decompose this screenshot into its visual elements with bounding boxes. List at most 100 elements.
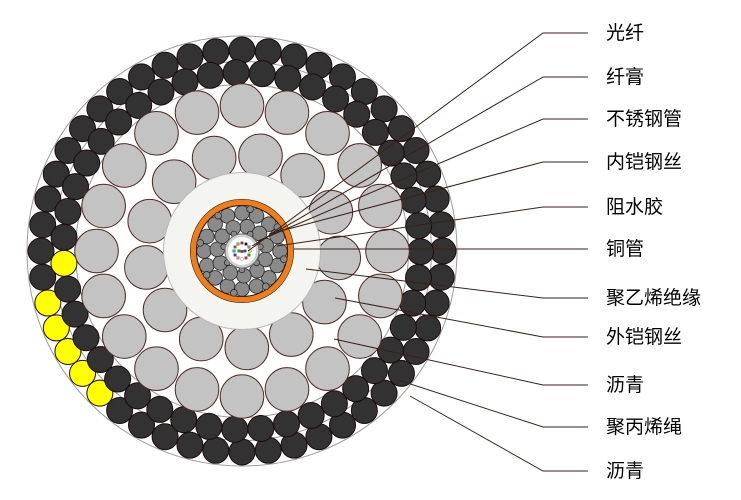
- optical-fiber: [233, 245, 237, 249]
- outer-armor-wires-inner-layer-wire: [268, 312, 314, 357]
- pp-rope-outer-ring-wire: [42, 160, 70, 188]
- pp-rope-outer-ring-wire: [128, 411, 155, 439]
- pp-rope-inner-ring-wire: [124, 382, 152, 410]
- copper-tube: [190, 199, 294, 303]
- layer-label: 铜管: [606, 238, 644, 260]
- outer-armor-wires-inner-layer-wire: [302, 279, 347, 325]
- pp-rope-outer-ring-wire: [106, 78, 134, 106]
- pp-rope-inner-ring-wire: [399, 186, 427, 214]
- inner-armor-wires-outer-ring-wire: [248, 208, 265, 224]
- outer-armor-wires-outer-layer-wire: [81, 273, 126, 319]
- inner-armor-wires-mid-ring-wire: [222, 265, 238, 281]
- optical-fiber: [236, 242, 240, 246]
- layer-label: 不锈钢管: [606, 108, 682, 130]
- water-block-filler-wires-outer-wire: [214, 211, 222, 220]
- inner-armor-wires-mid-ring-wire: [214, 228, 230, 244]
- pp-rope-outer-ring-wire: [228, 438, 256, 466]
- pp-rope-inner-ring-wire: [61, 300, 89, 328]
- outer-armor-wires-outer-layer-wire: [337, 143, 383, 188]
- leader-line: [334, 297, 588, 338]
- outer-armor-wires-outer-layer-wire: [219, 83, 265, 128]
- outer-armor-wires-inner-layer-wire: [224, 325, 270, 371]
- pp-rope-outer-ring-wire: [414, 314, 442, 342]
- optical-fiber: [247, 253, 251, 257]
- layer-label: 阻水胶: [606, 196, 663, 218]
- leader-line: [247, 32, 588, 252]
- pp-rope-outer-ring-wire: [29, 211, 57, 239]
- inner-armor-wires-outer-ring-wire: [272, 243, 288, 259]
- optical-fiber: [237, 249, 241, 253]
- layer-label: 内铠钢丝: [606, 151, 682, 173]
- outer-armor-wires-outer-layer-wire: [134, 110, 179, 156]
- layer-label: 聚丙烯绳: [606, 416, 682, 438]
- layer-label: 光纤: [606, 22, 644, 44]
- pp-rope-inner-ring-wire: [361, 118, 389, 146]
- optical-fiber: [244, 256, 248, 260]
- pp-rope-outer-ring-wire: [387, 115, 415, 143]
- pp-rope-outer-ring-wire: [69, 115, 97, 143]
- outer-armor-wires-outer-layer-wire: [264, 90, 310, 135]
- leader-line: [409, 395, 588, 472]
- pp-rope-inner-ring-wire: [404, 264, 432, 292]
- pp-rope-inner-ring-wire: [221, 415, 249, 443]
- outer-armor-wires-outer-layer-wire: [219, 374, 265, 419]
- pp-rope-inner-ring-wire: [50, 223, 78, 251]
- outer-armor-wires-outer-layer-wire: [337, 314, 383, 359]
- optical-fiber: [244, 242, 248, 246]
- pp-rope-outer-ring-wire: [370, 95, 398, 123]
- pp-rope-outer-ring-wire: [370, 379, 398, 407]
- pp-rope-outer-ring-wire: [202, 436, 230, 464]
- pp-rope-inner-ring-wire: [196, 61, 224, 89]
- outer-armor-wires-outer-layer-wire: [305, 110, 350, 156]
- pp-rope-outer-ring-wire: [54, 338, 82, 365]
- optical-fiber: [243, 249, 247, 253]
- pp-rope-inner-ring-wire: [146, 395, 174, 423]
- leader-line: [251, 76, 588, 247]
- pp-rope-outer-ring-wire: [228, 36, 256, 64]
- pp-rope-inner-ring-wire: [298, 73, 326, 101]
- layer-label: 外铠钢丝: [606, 326, 682, 348]
- leader-line: [333, 338, 588, 386]
- outer-armor-wires-outer-layer-wire: [264, 367, 310, 412]
- layer-label: 聚乙烯绝缘: [606, 287, 701, 309]
- pp-rope-inner-ring-wire: [73, 149, 101, 177]
- pp-rope-inner-ring-wire: [50, 249, 78, 277]
- water-block-filler-wires-outer-wire: [230, 289, 238, 297]
- pp-rope-inner-ring-wire: [389, 313, 417, 341]
- optical-fiber: [233, 253, 237, 257]
- pp-rope-outer-ring-wire: [86, 379, 114, 407]
- pp-rope-inner-ring-wire: [406, 238, 434, 266]
- optical-fiber: [240, 250, 244, 253]
- pp-rope-outer-ring-wire: [176, 43, 204, 71]
- layer-label: 沥青: [606, 460, 644, 482]
- outer-armor-wires-outer-layer-wire: [101, 314, 147, 359]
- pp-rope-outer-ring-wire: [402, 338, 430, 365]
- pp-rope-outer-ring-wire: [422, 289, 450, 317]
- pp-rope-outer-ring-wire: [27, 237, 55, 265]
- pp-rope-inner-ring-wire: [54, 275, 82, 303]
- leader-line: [397, 379, 588, 428]
- outer-armor-wires-outer-layer-wire: [74, 228, 119, 274]
- leader-line: [276, 206, 588, 247]
- inner-armor-wires-outer-ring-wire: [199, 257, 215, 274]
- optical-fiber: [240, 241, 244, 245]
- optical-fiber: [247, 245, 251, 249]
- pp-rope-inner-ring-wire: [343, 100, 371, 128]
- outer-armor-wires-outer-layer-wire: [174, 90, 220, 135]
- pp-rope-outer-ring-wire: [42, 314, 70, 342]
- pp-rope-outer-ring-wire: [128, 63, 155, 91]
- pp-rope-outer-ring-wire: [106, 396, 134, 424]
- outer-armor-wires-inner-layer-wire: [238, 133, 283, 179]
- pp-rope-outer-ring-wire: [34, 289, 62, 317]
- leader-line: [257, 118, 588, 242]
- optical-fiber: [236, 256, 240, 260]
- pp-rope-inner-ring-wire: [87, 127, 115, 155]
- pp-rope-inner-ring-wire: [342, 375, 370, 403]
- pp-rope-inner-ring-wire: [248, 60, 276, 88]
- pp-rope-inner-ring-wire: [104, 365, 132, 393]
- pp-rope-inner-ring-wire: [105, 108, 133, 136]
- water-block-filler-wires-outer-wire: [262, 282, 270, 291]
- pp-rope-inner-ring-wire: [247, 415, 275, 443]
- outer-armor-wires-outer-layer-wire: [365, 228, 410, 274]
